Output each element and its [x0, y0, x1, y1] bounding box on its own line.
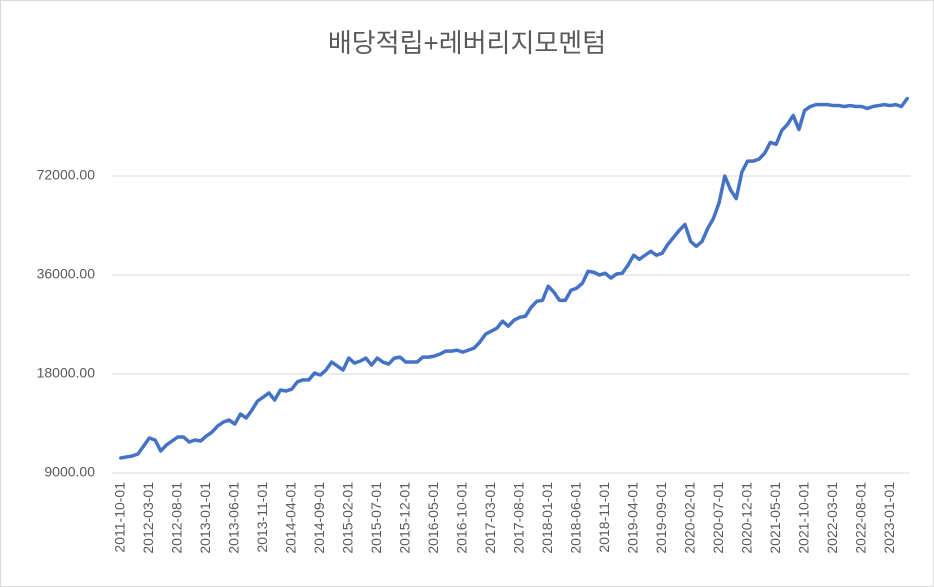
x-tick-label: 2019-04-01 — [624, 482, 640, 554]
x-tick-label: 2017-03-01 — [482, 482, 498, 554]
x-tick-label: 2018-11-01 — [596, 482, 612, 553]
x-tick-label: 2022-08-01 — [852, 482, 868, 554]
x-tick-label: 2016-05-01 — [425, 482, 441, 554]
x-tick-label: 2016-10-01 — [453, 482, 469, 554]
y-tick-label: 18000.00 — [37, 365, 96, 381]
x-tick-label: 2012-03-01 — [140, 482, 156, 554]
x-tick-label: 2014-09-01 — [311, 482, 327, 554]
x-tick-label: 2013-06-01 — [226, 482, 242, 554]
x-tick-label: 2011-10-01 — [112, 482, 128, 553]
x-tick-label: 2020-12-01 — [738, 482, 754, 554]
x-tick-label: 2015-12-01 — [396, 482, 412, 554]
x-tick-label: 2021-05-01 — [767, 482, 783, 554]
x-tick-label: 2018-01-01 — [539, 482, 555, 554]
x-tick-label: 2015-07-01 — [368, 482, 384, 554]
y-tick-label: 9000.00 — [44, 464, 95, 480]
x-tick-label: 2020-07-01 — [710, 482, 726, 554]
y-tick-label: 72000.00 — [37, 167, 96, 183]
x-tick-label: 2022-03-01 — [824, 482, 840, 554]
x-tick-label: 2014-04-01 — [282, 482, 298, 554]
x-tick-label: 2012-08-01 — [169, 482, 185, 554]
x-tick-label: 2013-11-01 — [254, 482, 270, 553]
x-tick-label: 2015-02-01 — [339, 482, 355, 554]
x-tick-label: 2013-01-01 — [197, 482, 213, 554]
x-tick-label: 2019-09-01 — [653, 482, 669, 554]
x-tick-label: 2020-02-01 — [681, 482, 697, 554]
x-tick-label: 2023-01-01 — [881, 482, 897, 554]
y-tick-label: 36000.00 — [37, 266, 96, 282]
line-series — [119, 96, 909, 460]
chart-title: 배당적립+레버리지모멘텀 — [328, 28, 606, 58]
x-tick-label: 2021-10-01 — [795, 482, 811, 554]
x-tick-label: 2017-08-01 — [510, 482, 526, 554]
x-tick-label: 2018-06-01 — [567, 482, 583, 554]
